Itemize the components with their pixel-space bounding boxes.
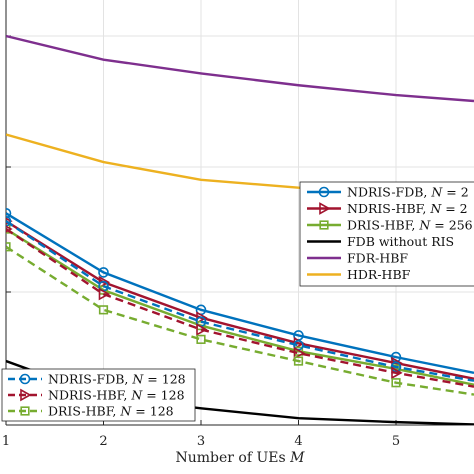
series-line bbox=[6, 245, 474, 396]
data-point-circle bbox=[318, 186, 330, 198]
data-point-square bbox=[98, 305, 109, 315]
legend-label: DRIS-HBF, N = 256 bbox=[347, 218, 473, 233]
data-point-triangle bbox=[98, 287, 111, 301]
legend-label: NDRIS-HBF, N = 128 bbox=[48, 388, 185, 403]
data-point-circle bbox=[6, 208, 12, 219]
series-line bbox=[6, 220, 474, 382]
series-group bbox=[6, 34, 474, 425]
series-line bbox=[6, 228, 474, 388]
series-ndris-hbf-n-128 bbox=[6, 225, 474, 388]
x-tick-label: 1 bbox=[2, 434, 10, 449]
data-point-triangle bbox=[20, 388, 32, 402]
x-tick-label: 4 bbox=[294, 434, 302, 449]
legend-box bbox=[299, 181, 474, 287]
x-tick-label: 5 bbox=[392, 434, 400, 449]
data-point-circle bbox=[6, 215, 12, 227]
data-point-square bbox=[196, 334, 206, 344]
x-tick-labels: 1 2 3 4 5 bbox=[2, 434, 400, 449]
data-point-circle bbox=[19, 373, 31, 385]
data-point-circle bbox=[98, 267, 109, 278]
series-line bbox=[6, 220, 474, 380]
data-point-triangle bbox=[196, 323, 208, 336]
legend-label: NDRIS-HBF, N = 2 bbox=[347, 201, 468, 216]
series-line bbox=[6, 212, 474, 375]
legend-label: FDR-HBF bbox=[347, 251, 408, 266]
series-line bbox=[6, 34, 474, 103]
data-point-triangle bbox=[196, 311, 208, 325]
series-fdr-hbf bbox=[6, 34, 474, 103]
x-tick-label: 3 bbox=[197, 434, 205, 449]
data-point-triangle bbox=[391, 366, 403, 380]
x-axis-label: Number of UEs M bbox=[176, 450, 306, 466]
data-point-triangle bbox=[319, 202, 331, 215]
series-line bbox=[6, 228, 474, 386]
x-tick-label: 2 bbox=[99, 434, 107, 449]
legend-label: NDRIS-FDB, N = 2 bbox=[347, 185, 469, 200]
legend-label: FDB without RIS bbox=[347, 234, 454, 249]
data-point-triangle bbox=[293, 346, 306, 360]
legend-label: DRIS-HBF, N = 128 bbox=[48, 404, 174, 419]
data-point-triangle bbox=[6, 225, 13, 233]
data-point-square bbox=[6, 242, 11, 252]
data-point-triangle bbox=[6, 217, 13, 225]
data-point-square bbox=[391, 378, 401, 388]
legend-label: HDR-HBF bbox=[347, 267, 411, 282]
series-dris-hbf-n-128 bbox=[6, 242, 474, 396]
data-point-square bbox=[293, 356, 304, 366]
data-point-square bbox=[20, 406, 30, 416]
legend-label: NDRIS-FDB, N = 128 bbox=[48, 372, 186, 387]
data-point-square bbox=[319, 220, 329, 230]
